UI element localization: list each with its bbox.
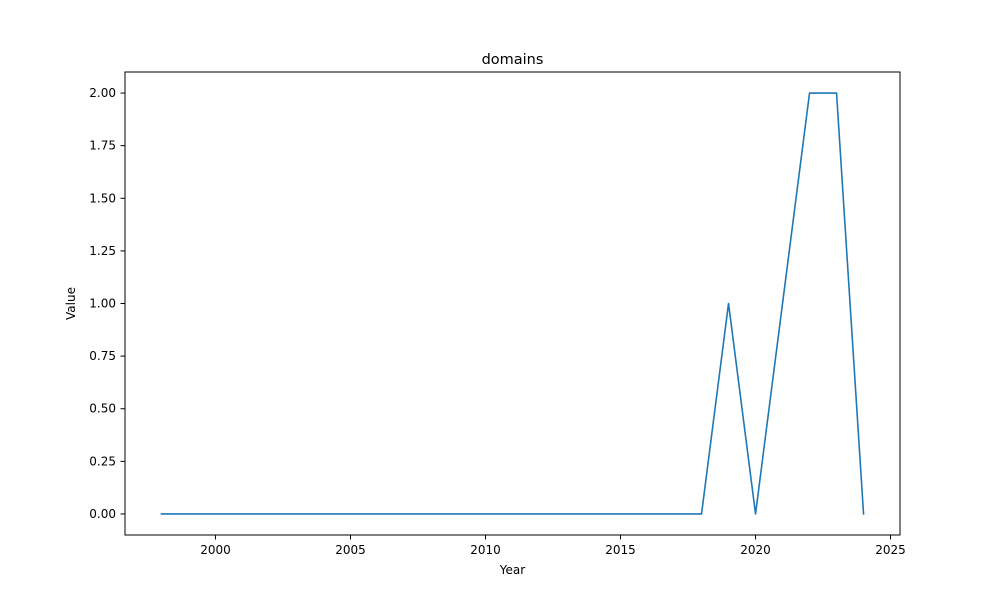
y-axis-label: Value: [64, 287, 78, 320]
x-tick-label: 2025: [875, 543, 906, 557]
y-tick-label: 1.75: [89, 139, 116, 153]
y-tick-label: 1.50: [89, 191, 116, 205]
series-line-0: [160, 92, 865, 515]
y-tick-label: 0.75: [89, 349, 116, 363]
x-tick-label: 2000: [200, 543, 231, 557]
series-layer: [160, 92, 865, 515]
x-tick-label: 2015: [605, 543, 636, 557]
y-tick-label: 1.00: [89, 297, 116, 311]
x-tick-label: 2010: [470, 543, 501, 557]
x-tick-label: 2020: [740, 543, 771, 557]
y-tick-label: 1.25: [89, 244, 116, 258]
chart-title: domains: [482, 52, 544, 68]
y-tick-label: 0.50: [89, 402, 116, 416]
x-axis-label: Year: [499, 563, 525, 577]
x-tick-label: 2005: [335, 543, 366, 557]
plot-area-frame: [124, 71, 901, 536]
y-tick-label: 0.25: [89, 454, 116, 468]
y-tick-label: 2.00: [89, 86, 116, 100]
y-tick-label: 0.00: [89, 507, 116, 521]
axis-ticks: 2000 2005 2010 2015 2020 2025 0.00 0.25 0.50 0.75…: [89, 86, 906, 557]
